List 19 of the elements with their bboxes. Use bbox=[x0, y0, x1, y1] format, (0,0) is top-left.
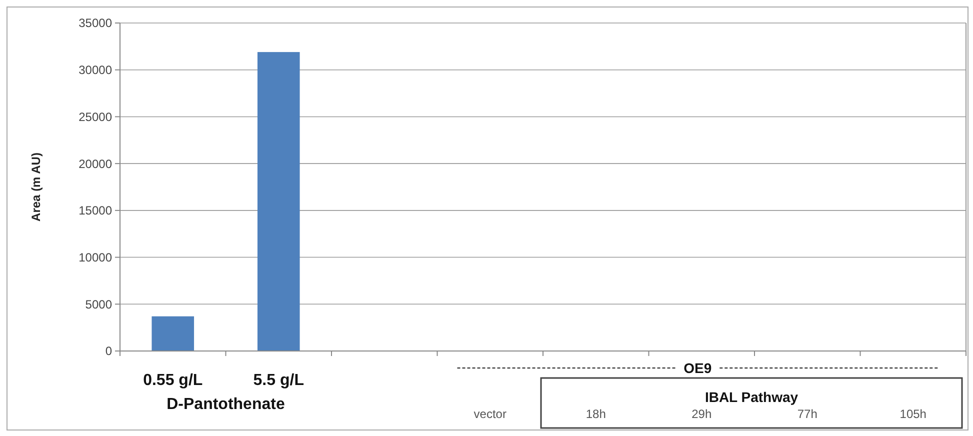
text: IBAL Pathway bbox=[704, 389, 798, 405]
y-tick-label: 0 bbox=[105, 344, 112, 358]
x-tick-label: vector bbox=[474, 407, 506, 421]
x-tick-label: 0.55 g/L bbox=[143, 372, 203, 389]
text: OE9 bbox=[684, 360, 712, 376]
x-tick-label: 77h bbox=[797, 407, 818, 421]
x-tick-label: 29h bbox=[692, 407, 712, 421]
x-tick-label: 105h bbox=[900, 407, 926, 421]
y-tick-label: 5000 bbox=[85, 297, 112, 312]
y-tick-label: 30000 bbox=[78, 63, 112, 78]
y-tick-label: 25000 bbox=[78, 110, 112, 124]
text: D-Pantothenate bbox=[166, 396, 285, 413]
y-tick-label: 20000 bbox=[78, 156, 112, 171]
x-tick-label: 5.5 g/L bbox=[253, 372, 304, 389]
y-axis-title: Area (m AU) bbox=[29, 152, 43, 222]
x-tick-label: 18h bbox=[586, 407, 606, 421]
y-tick-label: 35000 bbox=[78, 16, 112, 30]
y-tick-label: 10000 bbox=[78, 250, 112, 264]
y-tick-label: 15000 bbox=[78, 204, 112, 218]
